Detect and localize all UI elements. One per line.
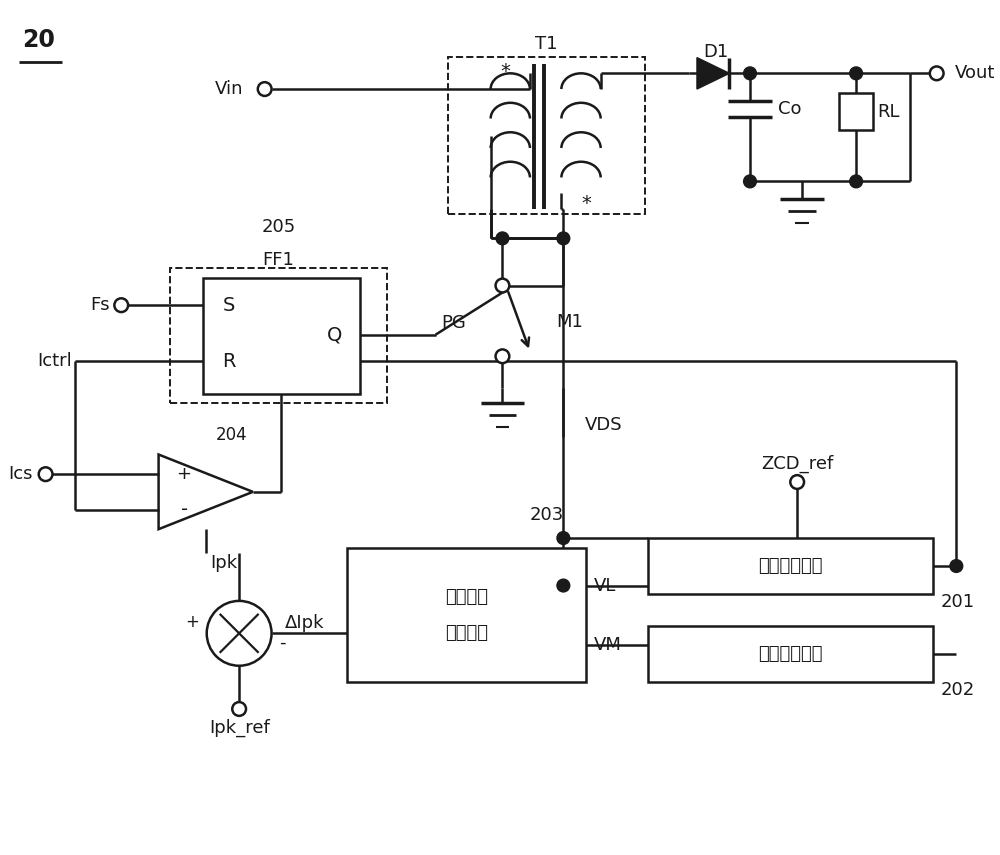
Text: 202: 202 [941,681,975,699]
Circle shape [39,468,52,481]
Text: 203: 203 [530,506,564,524]
Text: Q: Q [327,325,342,345]
Text: -: - [181,500,188,519]
Text: ΔIpk: ΔIpk [285,615,325,633]
Text: 20: 20 [22,28,55,52]
Text: 模式检测电路: 模式检测电路 [758,646,823,663]
Bar [648,538,933,594]
Text: FF1: FF1 [263,251,294,269]
Text: ZCD_ref: ZCD_ref [761,455,833,474]
Bar [203,278,360,393]
Text: Ipk_ref: Ipk_ref [209,718,270,737]
Polygon shape [697,57,729,89]
Circle shape [930,67,944,80]
Circle shape [850,175,863,188]
Text: Ipk: Ipk [211,553,238,572]
Text: T1: T1 [535,35,558,53]
Text: +: + [185,612,199,630]
Circle shape [557,579,570,592]
Text: Ics: Ics [8,465,33,483]
Text: Ictrl: Ictrl [37,352,72,370]
Text: -: - [279,634,286,652]
Text: *: * [581,194,591,214]
Circle shape [496,232,509,245]
Text: 谷底检测电路: 谷底检测电路 [758,557,823,575]
Bar [448,56,645,214]
Text: D1: D1 [703,43,729,61]
Bar [839,93,873,130]
Text: Vout: Vout [954,64,995,82]
Text: 峰値信号: 峰値信号 [445,588,488,606]
Text: VL: VL [594,576,616,594]
Circle shape [496,279,509,292]
Circle shape [744,175,756,188]
Text: S: S [222,296,235,315]
Text: +: + [177,465,192,483]
Text: Co: Co [778,100,801,118]
Text: RL: RL [878,103,900,121]
Circle shape [114,298,128,312]
Circle shape [790,475,804,489]
Text: PG: PG [442,314,466,332]
Circle shape [557,532,570,545]
Bar [648,627,933,682]
Circle shape [232,702,246,716]
Text: VM: VM [594,636,622,654]
Bar [347,548,586,682]
Circle shape [950,560,963,572]
Text: *: * [500,62,510,81]
Text: R: R [222,351,236,371]
Circle shape [496,350,509,363]
Text: Vin: Vin [215,80,243,98]
Text: 204: 204 [216,426,247,444]
Circle shape [744,67,756,80]
Text: 201: 201 [941,593,975,610]
Text: M1: M1 [556,313,583,331]
Circle shape [850,67,863,80]
Bar [170,268,387,404]
Circle shape [258,82,272,96]
Text: VDS: VDS [585,416,623,434]
Text: 调整电路: 调整电路 [445,624,488,642]
Text: 205: 205 [261,217,296,236]
Circle shape [557,232,570,245]
Text: Fs: Fs [90,296,109,314]
